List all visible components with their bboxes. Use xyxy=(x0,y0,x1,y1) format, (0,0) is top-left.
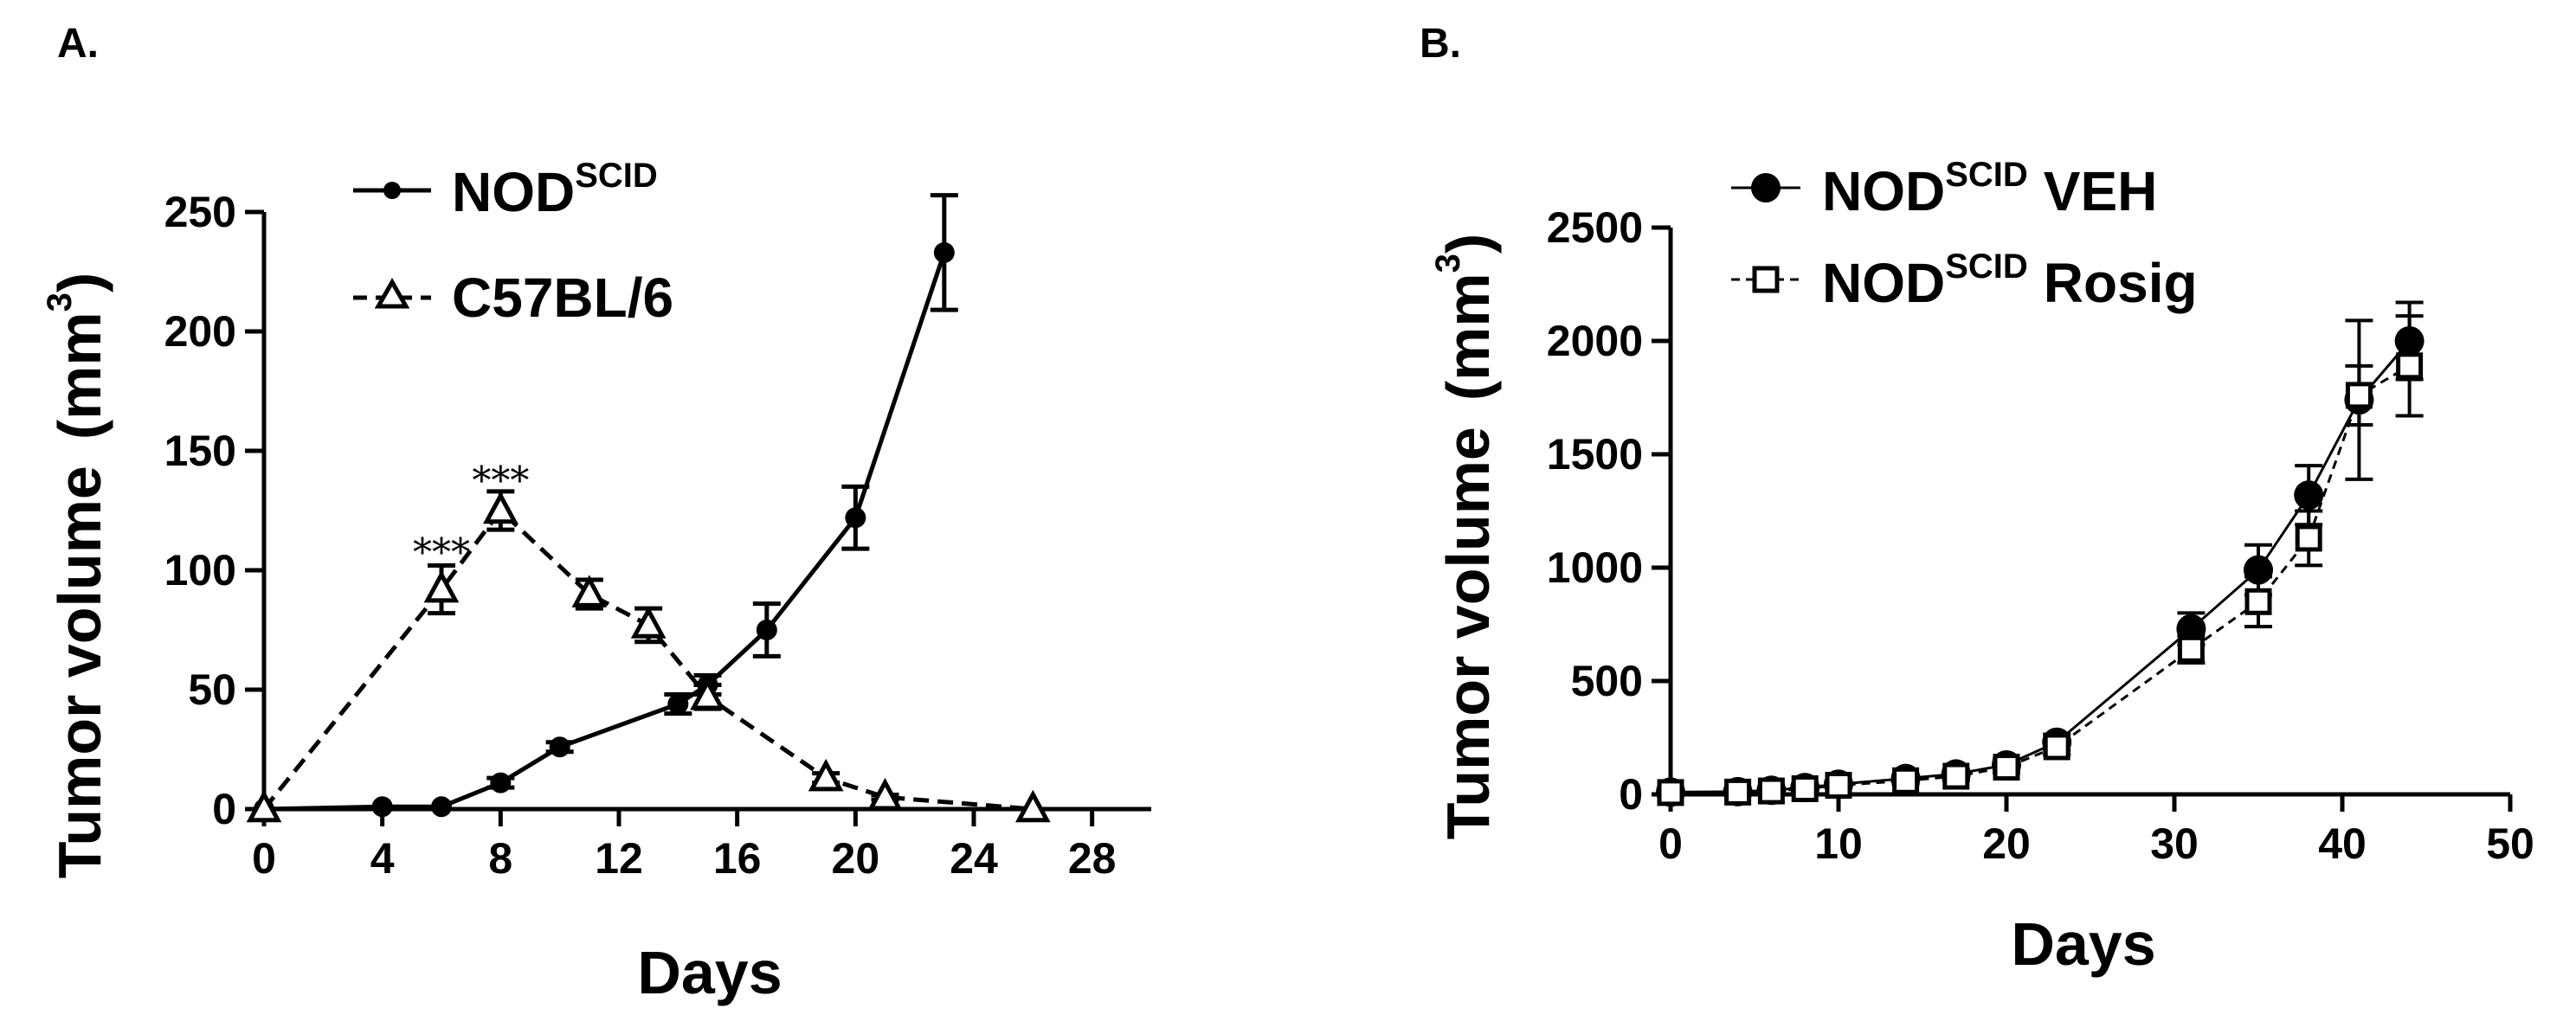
data-point xyxy=(1993,754,2020,781)
series-line xyxy=(263,252,947,812)
y-tick-label: 2000 xyxy=(1547,317,1643,365)
data-point xyxy=(423,569,460,603)
y-tick-label: 50 xyxy=(188,665,236,714)
x-tick-label: 4 xyxy=(370,834,395,883)
data-point xyxy=(933,241,955,263)
y-tick-label: 2500 xyxy=(1547,203,1643,252)
data-point xyxy=(490,772,512,793)
data-point xyxy=(2295,524,2322,552)
legend-marker-filled-circle xyxy=(1751,173,1781,202)
data-point xyxy=(549,736,570,758)
data-point xyxy=(1892,767,1920,794)
svg-text:C57BL/6: C57BL/6 xyxy=(452,267,673,329)
y-tick-label: 200 xyxy=(164,307,236,356)
data-point xyxy=(867,777,903,811)
x-tick-label: 8 xyxy=(488,834,512,883)
data-point xyxy=(2345,382,2373,409)
y-tick-label: 1000 xyxy=(1547,543,1643,592)
data-point xyxy=(1757,777,1785,805)
legend-item-nodscid: NODSCID xyxy=(353,157,658,223)
data-point xyxy=(571,575,608,607)
x-tick-label: 20 xyxy=(832,834,880,883)
data-point xyxy=(371,796,393,818)
significance-annotation: *** xyxy=(472,459,529,504)
series-line xyxy=(262,507,1034,812)
panel-a: A. Tumor volume(mm3) 0 50 100 150 200 250 0 4 8… xyxy=(41,21,1151,1006)
y-tick-label: 1500 xyxy=(1547,430,1643,479)
x-tick-label: 30 xyxy=(2150,819,2199,868)
data-point xyxy=(630,606,667,639)
legend-item-nodscid-veh: NODSCID VEH xyxy=(1731,156,2157,222)
data-point xyxy=(1825,772,1852,800)
data-point xyxy=(2244,588,2272,615)
x-tick-label: 0 xyxy=(1658,819,1683,868)
series-line xyxy=(1670,364,2411,794)
x-tick-label: 12 xyxy=(595,834,643,883)
panel-b-label: B. xyxy=(1420,21,1461,67)
panel-b-legend: NODSCID VEH NODSCID Rosig xyxy=(1731,156,2198,314)
x-tick-label: 24 xyxy=(950,834,998,883)
y-tick-label: 500 xyxy=(1571,657,1643,705)
legend-marker-filled-circle xyxy=(383,182,401,199)
x-tick-label: 16 xyxy=(713,834,762,883)
legend-marker-open-square xyxy=(1752,266,1780,293)
data-point xyxy=(482,491,518,524)
legend-item-nodscid-rosig: NODSCID Rosig xyxy=(1731,247,2198,314)
y-tick-label: 150 xyxy=(164,427,236,475)
panel-b-y-axis-title: Tumor volume(mm3) xyxy=(1429,234,1502,839)
legend-marker-open-triangle xyxy=(374,277,410,309)
data-point xyxy=(431,796,452,818)
data-point xyxy=(1014,789,1051,823)
svg-text:Tumor volume(mm3): Tumor volume(mm3) xyxy=(1429,234,1502,839)
x-tick-label: 28 xyxy=(1068,834,1117,883)
data-point xyxy=(808,758,844,792)
y-tick-label: 0 xyxy=(1619,770,1643,819)
series-open-triangle xyxy=(246,489,1051,823)
data-point xyxy=(1724,778,1752,806)
data-point xyxy=(845,507,866,529)
data-point xyxy=(2396,352,2424,380)
data-point xyxy=(1791,774,1819,802)
x-tick-label: 50 xyxy=(2486,819,2534,868)
panel-a-legend: NODSCID C57BL/6 xyxy=(353,157,673,329)
data-point xyxy=(246,789,282,823)
panel-b-x-axis-title: Days xyxy=(2011,910,2155,978)
data-point xyxy=(756,620,777,640)
data-point xyxy=(2294,480,2324,511)
data-point xyxy=(690,678,725,710)
svg-text:Tumor volume(mm3): Tumor volume(mm3) xyxy=(41,273,113,878)
series-open-square xyxy=(1657,314,2424,806)
x-tick-label: 20 xyxy=(1982,819,2031,868)
panel-a-label: A. xyxy=(57,21,99,67)
panel-b: B. Tumor volume(mm3) 0500100015002000250… xyxy=(1420,21,2534,978)
data-point xyxy=(2043,733,2070,761)
data-point xyxy=(1942,762,1970,790)
data-point xyxy=(1657,779,1684,806)
y-tick-label: 250 xyxy=(164,188,236,236)
significance-annotation: *** xyxy=(413,530,470,575)
x-tick-label: 10 xyxy=(1814,819,1863,868)
data-point xyxy=(2177,635,2205,663)
legend-item-c57bl6: C57BL/6 xyxy=(353,267,673,329)
svg-text:NODSCID: NODSCID xyxy=(452,157,658,223)
data-point xyxy=(667,693,689,715)
x-tick-label: 0 xyxy=(252,834,276,883)
y-tick-label: 0 xyxy=(212,785,236,833)
x-tick-label: 40 xyxy=(2318,819,2367,868)
panel-a-x-axis-title: Days xyxy=(637,939,782,1006)
y-tick-label: 100 xyxy=(164,546,236,594)
panel-a-y-axis-title: Tumor volume(mm3) xyxy=(41,273,113,878)
